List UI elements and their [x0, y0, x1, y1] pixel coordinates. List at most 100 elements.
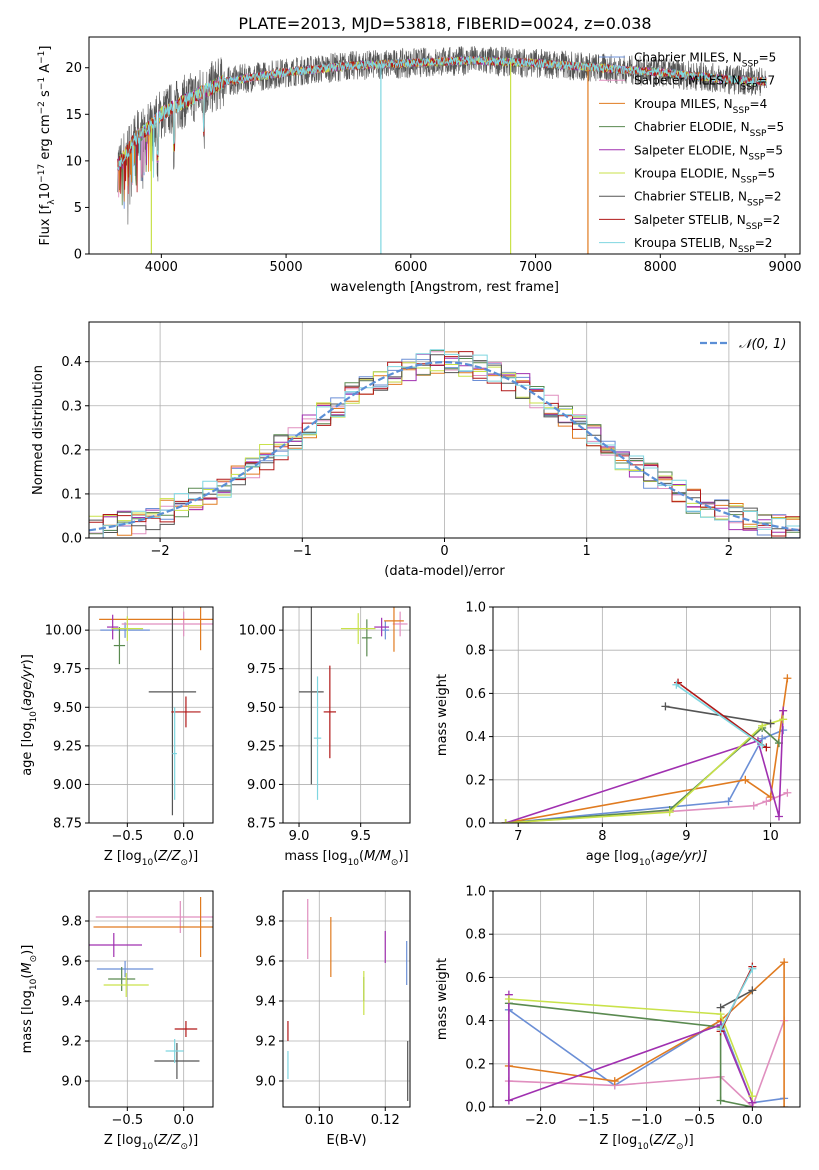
- weight-marker: [504, 995, 513, 1003]
- weight-line-0: [505, 729, 784, 823]
- x-axis-label: mass [log10(M/M⊙)]: [284, 849, 408, 868]
- x-tick-label: −1.0: [631, 1113, 663, 1128]
- y-tick-label: 1.0: [465, 601, 486, 616]
- text-span: Salpeter MILES, N: [634, 74, 741, 88]
- text-span: −17: [37, 164, 47, 183]
- text-span: 10: [29, 978, 39, 990]
- axes-frame: [492, 890, 801, 1108]
- text-span: ⊙: [29, 955, 39, 963]
- text-span: =5: [765, 143, 783, 157]
- text-span: =2: [755, 236, 773, 250]
- text-span: (: [20, 706, 35, 711]
- text-span: SSP: [750, 129, 767, 139]
- text-span: Chabrier MILES, N: [634, 51, 742, 65]
- plot-area: [99, 607, 213, 816]
- text-span: Chabrier ELODIE, N: [634, 120, 750, 134]
- y-tick-label: 9.25: [247, 739, 276, 754]
- y-tick-label: 0.0: [465, 1101, 486, 1116]
- weight-marker: [716, 1025, 725, 1034]
- legend-label: Kroupa MILES, NSSP=4: [634, 97, 767, 116]
- text-span: Z/Z: [157, 849, 181, 864]
- weight-marker: [610, 1077, 619, 1086]
- x-tick-label: 0: [440, 544, 448, 559]
- x-tick-label: 1: [583, 544, 591, 559]
- x-tick-label: 10: [762, 829, 779, 844]
- text-span: s: [38, 90, 53, 101]
- x-tick-label: 9.0: [289, 829, 310, 844]
- text-span: 10: [142, 1142, 154, 1152]
- weight-line-7: [677, 681, 767, 749]
- text-span: (: [649, 1133, 654, 1148]
- text-span: 10: [142, 858, 154, 868]
- weight-line-3: [505, 726, 780, 823]
- weight-marker: [741, 775, 750, 784]
- text-span: M: [20, 962, 35, 973]
- x-tick-label: −0.5: [684, 1113, 716, 1128]
- plot-area: [504, 958, 789, 1107]
- x-tick-label: 0.0: [173, 829, 194, 844]
- spectrum-series-8: [117, 55, 767, 183]
- x-tick-label: −0.5: [112, 829, 144, 844]
- plot-area: [501, 674, 792, 823]
- text-span: erg cm: [38, 114, 53, 163]
- text-span: =7: [757, 74, 775, 88]
- weight-marker: [716, 1096, 725, 1105]
- text-span: Z/Z: [157, 1133, 181, 1148]
- text-span: Z [log: [104, 849, 142, 864]
- weight-line-4: [508, 994, 754, 1104]
- text-span: Kroupa STELIB, N: [634, 236, 738, 250]
- text-span: SSP: [733, 106, 750, 116]
- weight-marker: [724, 797, 733, 806]
- weight-marker: [780, 1103, 789, 1107]
- text-span: 10: [348, 858, 360, 868]
- plot-area: [287, 899, 409, 1101]
- legend-label: Chabrier MILES, NSSP=5: [634, 51, 776, 70]
- text-span: SSP: [746, 222, 763, 232]
- weight-marker: [783, 788, 792, 797]
- x-tick-label: 5000: [270, 260, 303, 275]
- plot-area: [89, 897, 213, 1079]
- text-span: age [log: [20, 723, 35, 776]
- x-tick-label: 2: [725, 544, 733, 559]
- axes-frame: [88, 890, 214, 1108]
- text-span: SSP: [748, 152, 765, 162]
- text-span: SSP: [741, 176, 758, 186]
- y-tick-label: 0.0: [465, 817, 486, 832]
- panel-residual_histogram: −2 −1 0 1 2 0.0 0.1 0.2 0.3 0.4 (data-model)/error…: [31, 321, 801, 579]
- y-tick-label: 0: [74, 248, 82, 263]
- text-span: )]: [684, 1133, 694, 1148]
- text-span: ⊙: [180, 1142, 188, 1152]
- y-tick-label: 9.75: [53, 662, 82, 677]
- text-span: ⊙: [180, 858, 188, 868]
- x-tick-label: 6000: [394, 260, 427, 275]
- text-span: SSP: [741, 83, 758, 93]
- weight-marker: [766, 719, 775, 728]
- x-axis-label: Z [log10(Z/Z⊙)]: [599, 1133, 693, 1152]
- y-tick-label: 0.0: [61, 532, 82, 547]
- text-span: 10: [639, 858, 651, 868]
- text-span: SSP: [738, 245, 755, 255]
- x-tick-label: 9: [682, 829, 690, 844]
- spectrum-series-7: [117, 55, 767, 195]
- text-span: Chabrier STELIB, N: [634, 190, 747, 204]
- text-span: (: [153, 1133, 158, 1148]
- y-tick-label: 0.1: [61, 487, 82, 502]
- y-tick-label: 8.75: [247, 817, 276, 832]
- weight-marker: [779, 706, 788, 715]
- weight-line-8: [719, 968, 754, 1030]
- weight-marker: [762, 797, 771, 806]
- weight-marker: [661, 702, 670, 711]
- panel-massweight_vs_Z: −2.0 −1.5 −1.0 −0.5 0.0 0.0 0.2 0.4 0.6 0.8 1.0 Z […: [435, 885, 801, 1152]
- y-tick-label: 9.25: [53, 739, 82, 754]
- x-axis-label: Z [log10(Z/Z⊙)]: [104, 849, 198, 868]
- text-span: ⊙: [391, 858, 399, 868]
- x-tick-label: −2.0: [525, 1113, 557, 1128]
- y-tick-label: 10.00: [45, 624, 82, 639]
- y-tick-label: 9.2: [61, 1035, 82, 1050]
- y-tick-label: 9.0: [61, 1075, 82, 1090]
- text-span: −1: [37, 77, 47, 90]
